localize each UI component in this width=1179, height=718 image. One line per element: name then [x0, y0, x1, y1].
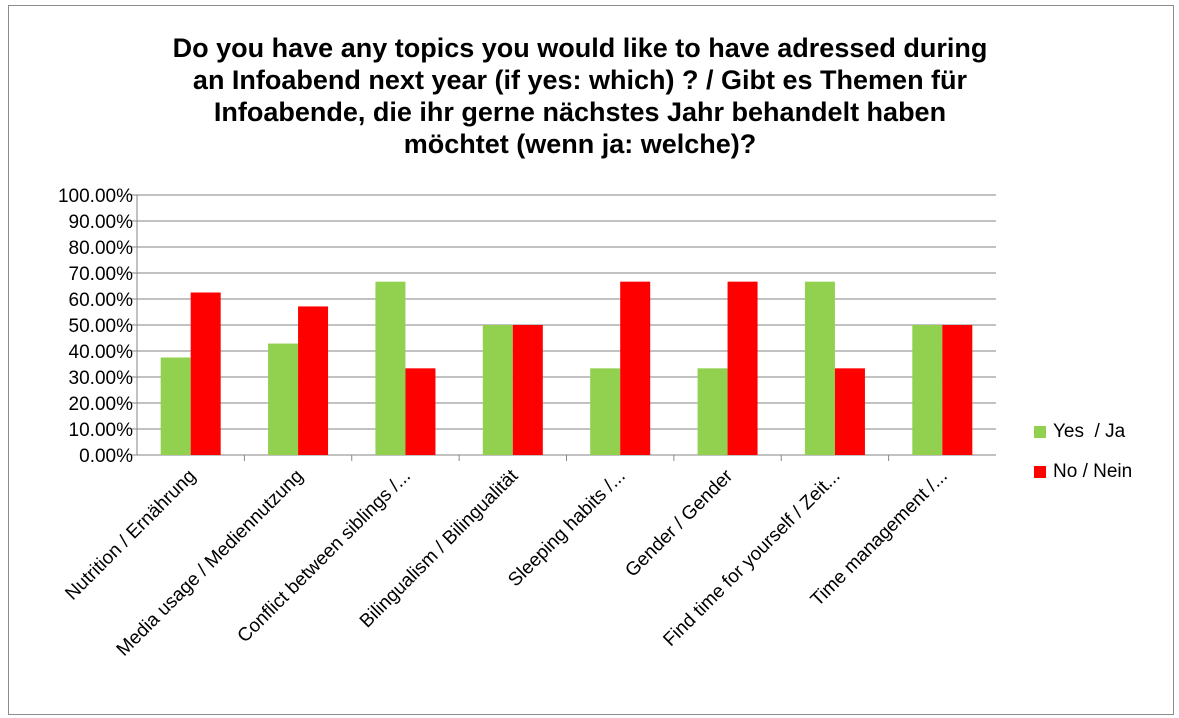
legend-item: Yes / Ja [1034, 412, 1132, 452]
bar [482, 325, 513, 455]
bar [268, 343, 299, 455]
legend-label: Yes / Ja [1053, 421, 1126, 442]
x-category-label: Conflict between siblings /... [234, 466, 415, 647]
x-category-label: Find time for yourself / Zeit... [659, 466, 844, 651]
bar [620, 281, 651, 455]
y-tick-label: 60.00% [69, 290, 134, 311]
bar [697, 368, 728, 455]
y-tick-label: 90.00% [69, 212, 134, 233]
chart-title: Do you have any topics you would like to… [172, 33, 988, 159]
y-tick-label: 100.00% [58, 186, 133, 207]
bar [727, 281, 758, 455]
bar [190, 292, 221, 455]
bar [375, 281, 406, 455]
y-tick-label: 10.00% [69, 420, 134, 441]
bar [590, 368, 621, 455]
bar [834, 368, 865, 455]
y-tick-label: 50.00% [69, 316, 134, 337]
bar [298, 306, 329, 455]
chart-frame [8, 5, 1174, 715]
bar [942, 325, 973, 455]
x-category-label: Media usage / Mediennutzung [113, 466, 308, 661]
bar [512, 325, 543, 455]
legend-swatch [1034, 426, 1046, 438]
y-tick-label: 0.00% [79, 446, 133, 467]
y-tick-label: 30.00% [69, 368, 134, 389]
legend-label: No / Nein [1053, 461, 1133, 482]
legend: Yes / Ja No / Nein [1034, 412, 1132, 492]
bar [912, 325, 943, 455]
y-tick-label: 70.00% [69, 264, 134, 285]
x-category-label: Sleeping habits /... [504, 466, 629, 591]
bar [804, 281, 835, 455]
x-category-label: Gender / Gender [621, 465, 737, 581]
legend-item: No / Nein [1034, 452, 1132, 492]
bar [405, 368, 436, 455]
y-tick-label: 40.00% [69, 342, 134, 363]
y-tick-label: 80.00% [69, 238, 134, 259]
legend-swatch [1034, 466, 1046, 478]
y-tick-label: 20.00% [69, 394, 134, 415]
bar [160, 357, 191, 455]
